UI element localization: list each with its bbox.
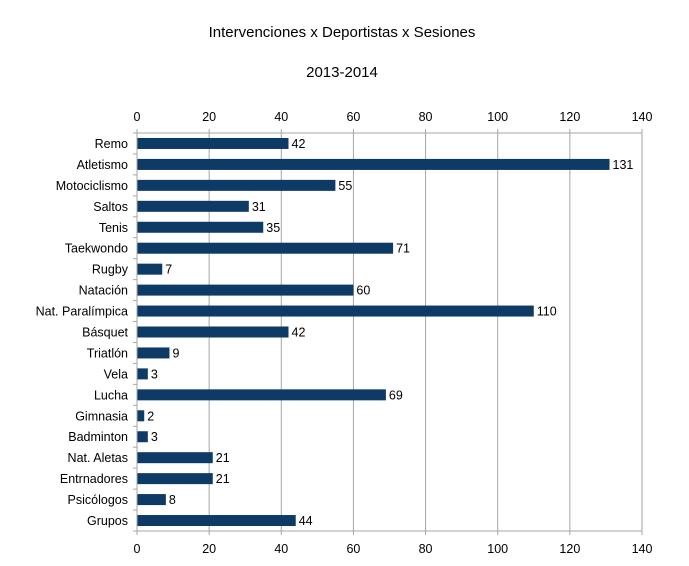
gridlines: [133, 129, 643, 535]
x-tick-label-top: 120: [559, 110, 580, 124]
x-tick-label-bottom: 20: [202, 542, 216, 556]
category-label: Entrnadores: [60, 472, 128, 486]
x-tick-label-bottom: 0: [134, 542, 141, 556]
x-tick-label-top: 100: [487, 110, 508, 124]
data-label: 44: [299, 514, 313, 528]
x-tick-label-top: 140: [632, 110, 653, 124]
data-label: 21: [216, 472, 230, 486]
bar: [137, 410, 145, 422]
data-label: 7: [165, 263, 172, 277]
bar: [137, 137, 289, 149]
bar: [137, 221, 264, 233]
data-label: 42: [292, 326, 306, 340]
category-label: Grupos: [87, 514, 128, 528]
data-label: 35: [266, 221, 280, 235]
data-label: 31: [252, 200, 266, 214]
bars: [137, 137, 610, 527]
data-label: 9: [172, 346, 179, 360]
data-label: 55: [338, 179, 352, 193]
category-label: Atletismo: [77, 158, 128, 172]
x-tick-label-top: 0: [134, 110, 141, 124]
x-tick-label-bottom: 80: [419, 542, 433, 556]
bar: [137, 179, 336, 191]
data-label: 131: [613, 158, 634, 172]
bar: [137, 326, 289, 338]
category-label: Nat. Paralímpica: [36, 305, 128, 319]
data-label: 71: [396, 242, 410, 256]
bar: [137, 368, 148, 380]
bar: [137, 242, 394, 254]
category-label: Lucha: [94, 388, 128, 402]
x-tick-label-bottom: 100: [487, 542, 508, 556]
x-tick-label-top: 40: [274, 110, 288, 124]
x-tick-label-bottom: 60: [346, 542, 360, 556]
x-tick-label-bottom: 40: [274, 542, 288, 556]
bar: [137, 347, 170, 359]
category-label: Motociclismo: [56, 179, 128, 193]
category-label: Rugby: [92, 263, 129, 277]
category-label: Nat. Aletas: [68, 451, 128, 465]
data-label: 42: [292, 137, 306, 151]
bar: [137, 515, 296, 527]
chart-subtitle: 2013-2014: [306, 64, 378, 81]
data-label: 8: [169, 493, 176, 507]
category-label: Gimnasia: [75, 409, 128, 423]
bar: [137, 263, 163, 275]
data-label: 69: [389, 388, 403, 402]
category-label: Badminton: [68, 430, 128, 444]
bar: [137, 431, 148, 443]
bar: [137, 494, 166, 506]
category-label: Saltos: [93, 200, 128, 214]
category-label: Psicólogos: [68, 493, 128, 507]
x-tick-label-top: 80: [419, 110, 433, 124]
category-label: Remo: [95, 137, 128, 151]
category-label: Natación: [79, 284, 128, 298]
data-label: 3: [151, 367, 158, 381]
labels: 0 0 20 20 40 40 60 60 80 80 100 100 120 120 140 140 Remo…: [36, 110, 653, 556]
bar: [137, 473, 213, 485]
category-label: Vela: [104, 367, 128, 381]
data-label: 2: [147, 409, 154, 423]
bar: [137, 200, 249, 212]
category-label: Básquet: [82, 326, 128, 340]
bar: [137, 158, 610, 170]
x-tick-label-top: 20: [202, 110, 216, 124]
category-label: Triatlón: [87, 346, 128, 360]
category-label: Taekwondo: [65, 242, 128, 256]
chart-title: Intervenciones x Deportistas x Sesiones: [209, 24, 476, 41]
bar: [137, 452, 213, 464]
bar: [137, 305, 534, 317]
category-label: Tenis: [99, 221, 128, 235]
x-tick-label-top: 60: [346, 110, 360, 124]
bar: [137, 284, 354, 296]
data-label: 110: [537, 305, 557, 319]
data-label: 3: [151, 430, 158, 444]
x-tick-label-bottom: 120: [559, 542, 580, 556]
bar: [137, 389, 386, 401]
data-label: 21: [216, 451, 230, 465]
data-label: 60: [356, 284, 370, 298]
x-tick-label-bottom: 140: [632, 542, 653, 556]
